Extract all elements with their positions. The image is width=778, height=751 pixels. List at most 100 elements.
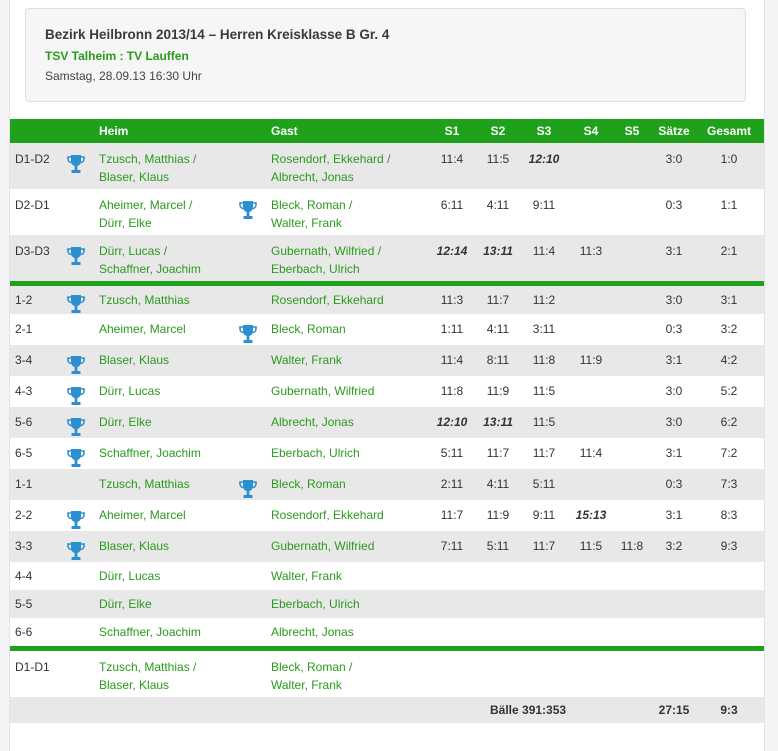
sets-result: 3:0 [665, 293, 683, 307]
home-player[interactable]: Dürr, Elke [99, 415, 152, 429]
running-total: 4:2 [720, 353, 738, 367]
trophy-icon [67, 386, 85, 405]
guest-player[interactable]: Rosendorf, Ekkehard [271, 293, 384, 307]
home-player[interactable]: Blaser, Klaus [99, 353, 170, 367]
guest-players[interactable]: Bleck, Roman / Walter, Frank [271, 658, 352, 694]
discipline-label: 2-1 [15, 322, 33, 336]
trophy-icon [67, 510, 85, 529]
guest-player[interactable]: Walter, Frank [271, 353, 342, 367]
trophy-icon [66, 245, 86, 267]
sets-result: 3:0 [665, 152, 683, 166]
set-score-s2: 13:11 [483, 415, 513, 429]
home-player-1[interactable]: Dürr, Lucas / [99, 244, 168, 258]
sets-result: 3:1 [665, 508, 683, 522]
trophy-icon [67, 355, 85, 374]
header-s1: S1 [444, 124, 460, 138]
header-saetze: Sätze [658, 124, 690, 138]
guest-player-2[interactable]: Albrecht, Jonas [271, 170, 354, 184]
table-row: 3-4 Blaser, Klaus Walter, Frank 11:4 8:11 11:… [10, 345, 764, 376]
guest-player-1[interactable]: Bleck, Roman / [271, 660, 353, 674]
trophy-icon [67, 448, 85, 467]
set-score-s3: 11:7 [532, 539, 556, 553]
guest-player[interactable]: Bleck, Roman [271, 322, 346, 336]
results-table: Heim Gast S1 S2 S3 S4 S5 Sätze Gesamt D1… [10, 119, 764, 723]
sets-result: 0:3 [665, 322, 683, 336]
table-row: D2-D1 Aheimer, Marcel / Dürr, Elke Bleck, R… [10, 189, 764, 235]
guest-player[interactable]: Bleck, Roman [271, 477, 346, 491]
match-teams[interactable]: TSV Talheim : TV Lauffen [45, 49, 189, 63]
discipline-label: 6-5 [15, 446, 33, 460]
set-score-s3: 5:11 [532, 477, 556, 491]
guest-player-2[interactable]: Eberbach, Ulrich [271, 262, 360, 276]
guest-player[interactable]: Albrecht, Jonas [271, 415, 354, 429]
set-score-s3: 11:4 [532, 244, 556, 258]
trophy-icon [66, 411, 86, 442]
guest-players[interactable]: Rosendorf, Ekkehard / Albrecht, Jonas [271, 150, 390, 186]
discipline-label: 4-4 [15, 569, 33, 583]
running-total: 1:0 [720, 152, 738, 166]
guest-player-2[interactable]: Walter, Frank [271, 678, 342, 692]
home-players[interactable]: Aheimer, Marcel / Dürr, Elke [99, 196, 192, 232]
home-player[interactable]: Dürr, Elke [99, 597, 152, 611]
running-total: 8:3 [720, 508, 738, 522]
sets-result: 3:1 [665, 353, 683, 367]
trophy-icon [66, 535, 86, 566]
header-guest: Gast [271, 124, 298, 138]
sets-result: 3:0 [665, 384, 683, 398]
guest-player-1[interactable]: Bleck, Roman / [271, 198, 353, 212]
guest-player-1[interactable]: Gubernath, Wilfried / [271, 244, 382, 258]
home-player[interactable]: Tzusch, Matthias [99, 293, 190, 307]
guest-player[interactable]: Rosendorf, Ekkehard [271, 508, 384, 522]
home-player[interactable]: Blaser, Klaus [99, 539, 170, 553]
home-player[interactable]: Tzusch, Matthias [99, 477, 190, 491]
guest-player-2[interactable]: Walter, Frank [271, 216, 342, 230]
guest-players[interactable]: Bleck, Roman / Walter, Frank [271, 196, 352, 232]
home-player-2[interactable]: Dürr, Elke [99, 216, 152, 230]
home-players[interactable]: Tzusch, Matthias / Blaser, Klaus [99, 150, 196, 186]
guest-player[interactable]: Gubernath, Wilfried [271, 384, 375, 398]
home-player[interactable]: Schaffner, Joachim [99, 446, 201, 460]
home-players[interactable]: Dürr, Lucas / Schaffner, Joachim [99, 242, 201, 278]
guest-player-1[interactable]: Rosendorf, Ekkehard / [271, 152, 391, 166]
discipline-label: 6-6 [15, 625, 33, 639]
discipline-label: 1-2 [15, 293, 33, 307]
discipline-label: D3-D3 [15, 244, 50, 258]
guest-player[interactable]: Gubernath, Wilfried [271, 539, 375, 553]
section-divider [10, 281, 764, 286]
trophy-icon [66, 380, 86, 411]
home-player[interactable]: Dürr, Lucas [99, 384, 161, 398]
table-row: D3-D3 Dürr, Lucas / Schaffner, Joachim Gube… [10, 235, 764, 281]
set-score-s2: 11:5 [486, 152, 510, 166]
set-score-s4: 11:4 [579, 446, 603, 460]
home-player-1[interactable]: Aheimer, Marcel / [99, 198, 193, 212]
sets-result: 3:0 [665, 415, 683, 429]
home-player-2[interactable]: Blaser, Klaus [99, 678, 170, 692]
home-players[interactable]: Tzusch, Matthias / Blaser, Klaus [99, 658, 196, 694]
set-score-s2: 4:11 [486, 477, 510, 491]
discipline-label: 3-3 [15, 539, 33, 553]
home-player[interactable]: Aheimer, Marcel [99, 508, 186, 522]
trophy-icon [67, 294, 85, 313]
guest-player[interactable]: Albrecht, Jonas [271, 625, 354, 639]
discipline-label: 3-4 [15, 353, 33, 367]
home-player-1[interactable]: Tzusch, Matthias / [99, 660, 197, 674]
set-score-s5: 11:8 [620, 539, 644, 553]
home-player[interactable]: Dürr, Lucas [99, 569, 161, 583]
home-player[interactable]: Aheimer, Marcel [99, 322, 186, 336]
trophy-icon [239, 201, 257, 219]
home-player-1[interactable]: Tzusch, Matthias / [99, 152, 197, 166]
guest-player[interactable]: Eberbach, Ulrich [271, 446, 360, 460]
running-total: 3:2 [720, 322, 738, 336]
set-score-s2: 11:7 [486, 446, 510, 460]
home-player[interactable]: Schaffner, Joachim [99, 625, 201, 639]
trophy-icon [66, 504, 86, 535]
guest-players[interactable]: Gubernath, Wilfried / Eberbach, Ulrich [271, 242, 381, 278]
home-player-2[interactable]: Blaser, Klaus [99, 170, 170, 184]
set-score-s3: 11:8 [532, 353, 556, 367]
table-row: 2-1 Aheimer, Marcel Bleck, Roman 1:11 4:11 3:… [10, 314, 764, 345]
table-row: 1-1 Tzusch, Matthias Bleck, Roman 2:11 4:11 5… [10, 469, 764, 500]
guest-player[interactable]: Walter, Frank [271, 569, 342, 583]
guest-player[interactable]: Eberbach, Ulrich [271, 597, 360, 611]
trophy-icon [67, 247, 85, 265]
home-player-2[interactable]: Schaffner, Joachim [99, 262, 201, 276]
